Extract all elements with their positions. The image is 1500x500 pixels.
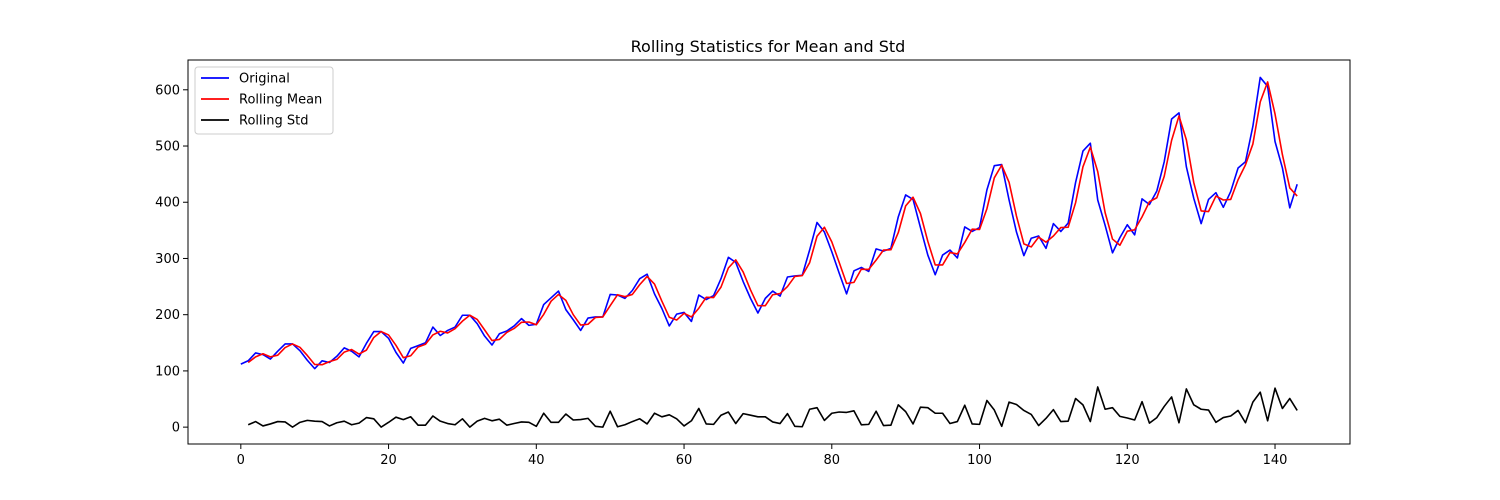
y-tick-label: 200 — [155, 308, 180, 323]
x-tick-label: 0 — [237, 453, 245, 468]
x-tick-label: 120 — [1115, 453, 1140, 468]
x-tick-label: 40 — [528, 453, 545, 468]
y-tick-label: 100 — [155, 364, 180, 379]
x-tick-label: 80 — [824, 453, 841, 468]
chart-title: Rolling Statistics for Mean and Std — [631, 37, 906, 56]
x-tick-label: 60 — [676, 453, 693, 468]
x-tick-label: 100 — [967, 453, 992, 468]
plot-lines — [240, 76, 1298, 428]
y-tick-label: 300 — [155, 252, 180, 267]
legend: Original Rolling Mean Rolling Std — [194, 66, 334, 135]
x-tick-label: 140 — [1263, 453, 1288, 468]
series-line-rolling-std — [247, 386, 1298, 428]
y-tick-label: 400 — [155, 196, 180, 211]
series-line-rolling-mean — [247, 81, 1298, 366]
y-tick-label: 0 — [172, 421, 180, 436]
y-tick-label: 600 — [155, 83, 180, 98]
plot-frame — [187, 59, 1351, 445]
x-axis: 0 20 40 60 80 100 120 140 — [237, 444, 1288, 468]
series-line-original — [240, 76, 1298, 370]
legend-label: Rolling Mean — [239, 93, 322, 108]
legend-label: Rolling Std — [239, 114, 308, 129]
y-axis: 0 100 200 300 400 500 600 — [155, 83, 188, 436]
y-tick-label: 500 — [155, 140, 180, 155]
legend-label: Original — [239, 72, 290, 87]
legend-box — [194, 66, 334, 135]
x-tick-label: 20 — [380, 453, 397, 468]
